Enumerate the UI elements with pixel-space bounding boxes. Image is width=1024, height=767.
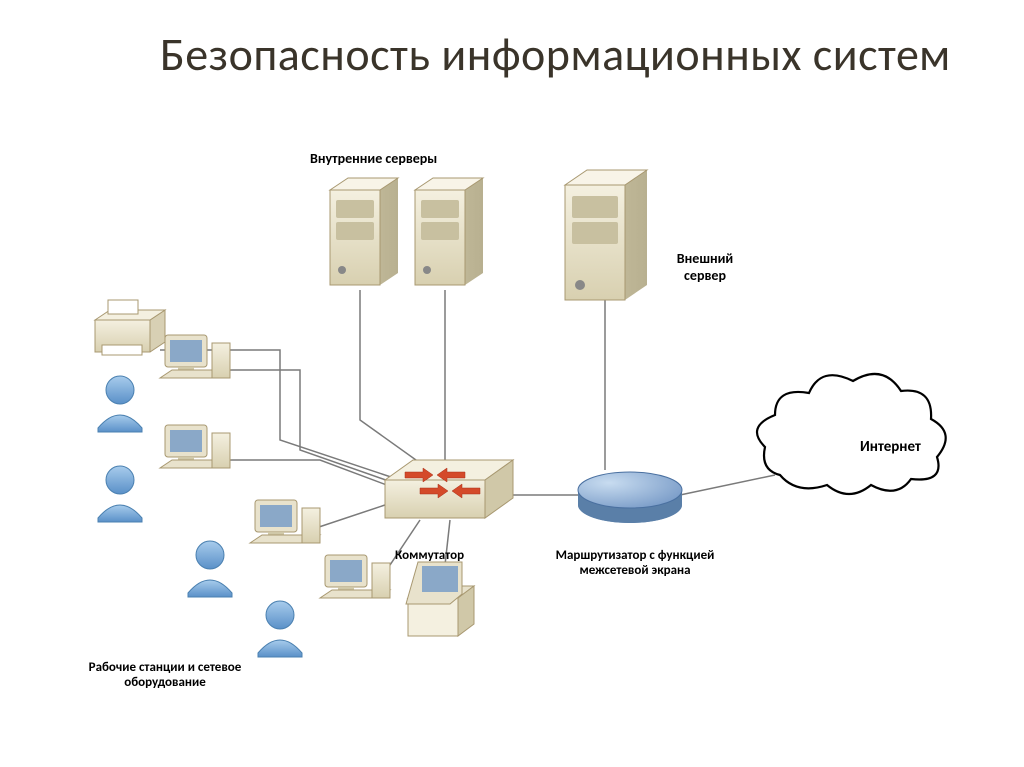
pc-3 (250, 500, 320, 543)
diagram-canvas (0, 0, 1024, 767)
user-1 (98, 376, 142, 432)
workstations-label: Рабочие станции и сетевое оборудование (65, 660, 265, 690)
laptop-icon (406, 562, 474, 636)
pc-4 (320, 555, 390, 598)
router-label: Маршрутизатор с функцией межсетевой экра… (555, 548, 715, 578)
user-4 (258, 601, 302, 657)
external-server (565, 170, 647, 300)
cloud-icon (757, 374, 946, 494)
slide-title: Безопасность информационных систем (160, 30, 951, 81)
internet-label: Интернет (860, 438, 921, 456)
external-server-label: Внешний сервер (660, 250, 750, 284)
user-3 (188, 541, 232, 597)
router-icon (578, 472, 682, 523)
internal-server-2 (415, 178, 483, 285)
pc-2 (160, 425, 230, 468)
switch-label: Коммутатор (395, 548, 464, 563)
switch-icon (385, 460, 513, 518)
pc-1 (160, 335, 230, 378)
printer-icon (95, 300, 165, 355)
internal-server-1 (330, 178, 398, 285)
internal-servers-label: Внутренние серверы (310, 150, 437, 167)
user-2 (98, 466, 142, 522)
